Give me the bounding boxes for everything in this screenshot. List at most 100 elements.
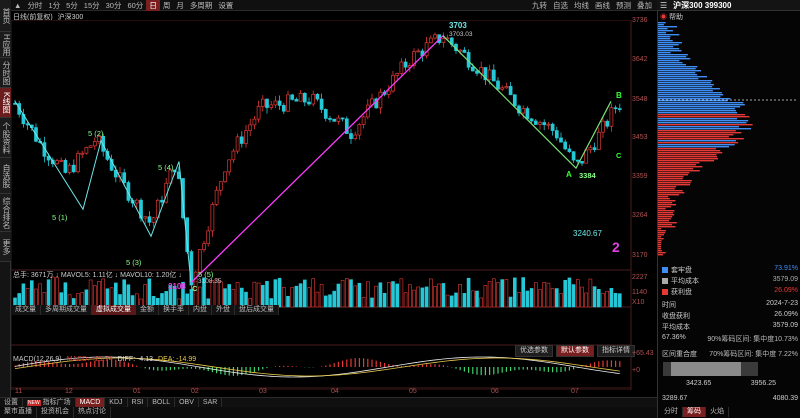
indicator-tab-4[interactable]: 换手率 (159, 305, 189, 315)
chip-bar (658, 102, 744, 104)
volume-bar (525, 290, 530, 308)
chip-bar (658, 94, 724, 96)
volume-bar (332, 290, 337, 308)
panel-tab-0[interactable]: 分时 (660, 407, 683, 417)
indicator-tab-0[interactable]: 成交量 (11, 305, 41, 315)
indicator-tab-1[interactable]: 多周期成交量 (41, 305, 92, 315)
candle-body (386, 90, 391, 95)
period-tab-10[interactable]: 设置 (218, 0, 234, 10)
macd-series (14, 356, 621, 378)
chip-bar (658, 158, 719, 160)
tool-1[interactable]: 自选 (553, 1, 568, 10)
indicator-button-5[interactable]: BOLL (148, 398, 176, 407)
volume-bar (512, 277, 517, 308)
toolbar-collapse-icon[interactable]: ▲ (14, 0, 22, 10)
candle-body (210, 203, 215, 232)
left-tab-0[interactable]: 首页 (0, 0, 11, 32)
help-label: 帮助 (668, 14, 683, 21)
period-tab-6[interactable]: 日 (146, 0, 160, 11)
candle-body (260, 98, 265, 107)
indicator-tab-2[interactable]: 虚拟成交量 (92, 305, 136, 315)
indicator-tab-6[interactable]: 外盘 (212, 305, 235, 315)
panel-tab-2[interactable]: 火焰 (706, 407, 729, 417)
left-tab-3[interactable]: K线图 (0, 88, 11, 118)
wave-a-label: A (566, 170, 572, 179)
period-tab-4[interactable]: 30分 (105, 0, 122, 10)
indicator-button-3[interactable]: KDJ (105, 398, 128, 407)
indicator-tab-3[interactable]: 金额 (136, 305, 159, 315)
period-tab-3[interactable]: 15分 (83, 0, 100, 10)
menu-icon[interactable]: ☰ (660, 0, 668, 10)
param-button-2[interactable]: 指标详情 (597, 345, 635, 357)
candle-body (277, 100, 282, 106)
legend-value: 73.91% (774, 265, 798, 272)
period-tab-8[interactable]: 月 (176, 0, 184, 10)
param-button-1[interactable]: 默认参数 (556, 345, 594, 357)
chip-bar (658, 218, 671, 220)
volume-bar (273, 279, 278, 308)
volume-bar (559, 293, 563, 308)
chip-bar (658, 28, 668, 30)
period-tab-2[interactable]: 5分 (66, 0, 78, 10)
indicator-button-1[interactable]: NEW 指标广场 (23, 398, 76, 407)
panel-tab-1[interactable]: 筹码 (683, 407, 706, 417)
left-tab-6[interactable]: 综合排名 (0, 194, 11, 232)
chip-bar (658, 114, 746, 116)
chip-bar (658, 182, 691, 184)
volume-bar (441, 283, 446, 308)
indicator-button-4[interactable]: RSI (128, 398, 149, 407)
tool-5[interactable]: 叠加 (637, 1, 652, 10)
help-link[interactable]: ◉ 帮助 (660, 12, 683, 22)
candle-body (357, 124, 362, 136)
tool-3[interactable]: 画线 (595, 1, 610, 10)
y-tick: 3170 (632, 252, 648, 259)
period-tab-5[interactable]: 60分 (127, 0, 144, 10)
legend-text: 平均成本 (671, 278, 699, 285)
period-tab-1[interactable]: 1分 (48, 0, 61, 10)
chip-bar (658, 74, 698, 76)
chip-bar (658, 70, 702, 72)
bottom-nav-2[interactable]: 热点讨论 (74, 407, 111, 418)
bottom-nav-1[interactable]: 投资机会 (37, 407, 74, 418)
volume-bar (21, 283, 26, 308)
indicator-tab-7[interactable]: 盘后成交量 (235, 305, 279, 315)
candle-body (286, 94, 290, 112)
candle-body (399, 61, 404, 74)
period-tab-0[interactable]: 分时 (27, 0, 43, 10)
indicator-button-6[interactable]: OBV (175, 398, 199, 407)
param-button-0[interactable]: 优选参数 (515, 345, 553, 357)
candle-body (323, 109, 328, 119)
left-tab-7[interactable]: 更多 (0, 232, 11, 262)
wave-impulse-line (14, 101, 192, 283)
kline-chart[interactable] (11, 20, 657, 390)
info-label: 收盘获利 (662, 313, 690, 320)
chart-subtitle: 日线(前复权) 沪深300 (13, 12, 83, 22)
indicator-button-label: BOLL (152, 399, 171, 406)
wave-lines (14, 35, 612, 284)
chip-bar (658, 68, 696, 70)
volume-bar (46, 279, 51, 308)
period-tab-9[interactable]: 多周期 (189, 0, 213, 10)
indicator-tab-5[interactable]: 内盘 (189, 305, 212, 315)
tool-0[interactable]: 九转 (532, 1, 547, 10)
concentration-row: 67.36% 90%筹码区间: 集中度10.73% (662, 334, 798, 344)
left-tab-4[interactable]: 个股资料 (0, 118, 11, 158)
indicator-button-7[interactable]: SAR (199, 398, 223, 407)
tool-4[interactable]: 预测 (616, 1, 631, 10)
left-tab-5[interactable]: 自选股 (0, 158, 11, 194)
volume-bar (466, 277, 471, 308)
chip-bar (658, 32, 667, 34)
chip-bar (658, 30, 673, 32)
help-icon: ◉ (660, 14, 667, 21)
left-tab-1[interactable]: H应用 (0, 32, 11, 58)
indicator-button-0[interactable]: 设置 (0, 398, 23, 407)
chip-bar (658, 230, 666, 232)
left-tab-2[interactable]: 分时图 (0, 58, 11, 88)
tool-2[interactable]: 均线 (574, 1, 589, 10)
period-tab-7[interactable]: 周 (162, 0, 171, 10)
bottom-nav-0[interactable]: 聚市直播 (0, 407, 37, 418)
indicator-button-2[interactable]: MACD (75, 398, 106, 407)
candle-body (609, 107, 614, 127)
range-row: 区间重合度 70%筹码区间: 集中度 7.22% (662, 349, 798, 359)
chip-bar (658, 78, 699, 80)
